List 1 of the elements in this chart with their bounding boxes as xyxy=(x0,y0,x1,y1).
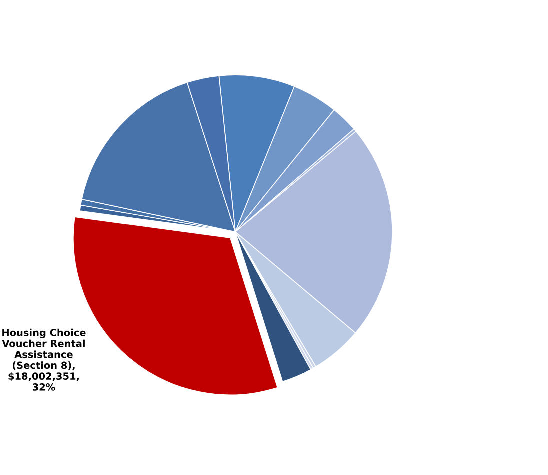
slice-label: Housing Choice Voucher Rental Assistance (Section 8), $18,002,351, 32% xyxy=(2,328,86,391)
